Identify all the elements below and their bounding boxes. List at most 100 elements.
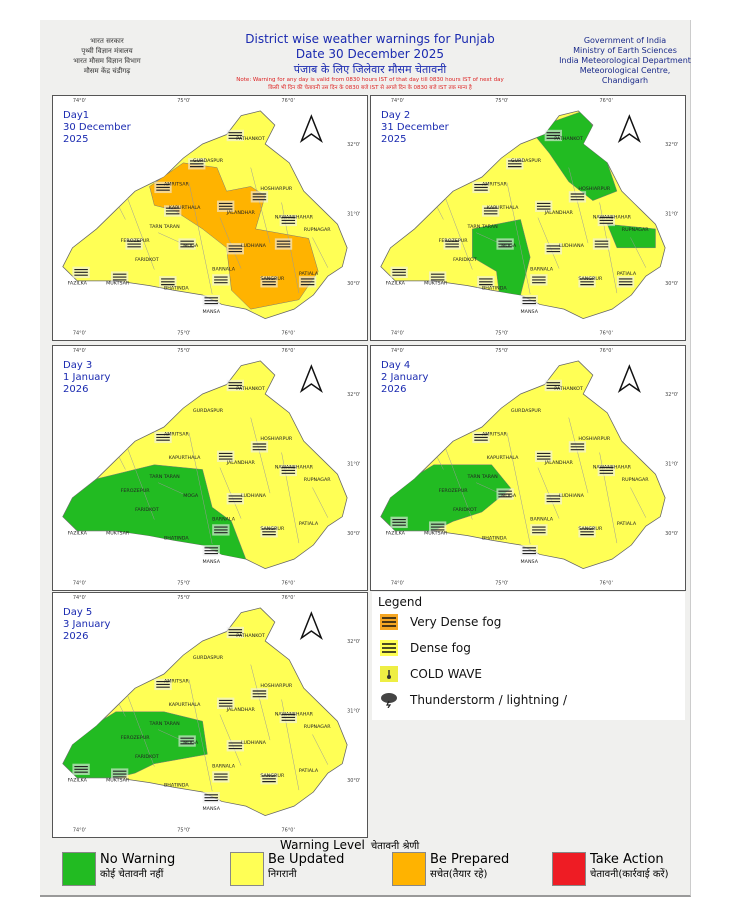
day-label-line: 2 January (381, 372, 429, 383)
lon-tick: 75°0' (495, 98, 508, 104)
dense-fog-icon (597, 464, 616, 477)
dense-fog-icon (163, 205, 182, 217)
dense-fog-icon (578, 276, 596, 288)
district-label: MANSA (203, 309, 221, 315)
legend-item: Thunderstorm / lightning / (380, 692, 567, 708)
district-label: FARIDKOT (453, 507, 477, 513)
district-label: FAZILKA (68, 281, 88, 287)
header-right-line: Ministry of Earth Sciences (573, 46, 677, 55)
warning-en: Take Action (590, 852, 664, 867)
district-label: FAZILKA (68, 778, 88, 784)
day-label-line: Day 3 (63, 360, 93, 371)
dense-fog-icon (568, 441, 587, 453)
warning-level-title: Warning Level चेतावनी श्रेणी (280, 838, 419, 852)
district-label: NAWANSHAHAR (275, 712, 314, 718)
day-label-line: 31 December (381, 122, 449, 133)
lat-tick: 31°0' (665, 212, 678, 218)
district-label: FAZILKA (386, 531, 406, 537)
legend-item: Very Dense fog (380, 614, 501, 630)
district-label: LUDHIANA (559, 243, 585, 249)
dense-fog-icon (544, 129, 562, 142)
dense-fog-icon (568, 191, 587, 203)
dense-fog-icon (217, 450, 235, 462)
warning-text: Be Prepared सचेत(तैयार रहे) (430, 852, 509, 886)
district-label: PATHANKOT (236, 136, 265, 142)
warning-text: No Warning कोई चेतावनी नहीं (100, 852, 175, 886)
warning-swatch (230, 852, 264, 886)
day-label-line: Day 2 (381, 110, 411, 121)
header-left-line: मौसम केंद्र चंडीगढ़ (83, 67, 131, 75)
dense-fog-icon (250, 191, 269, 203)
dense-fog-icon (496, 238, 514, 250)
district-label: RUPNAGAR (304, 477, 332, 483)
dense-fog-icon (443, 238, 461, 250)
district-label: BHATINDA (164, 285, 189, 291)
north-arrow-icon (299, 114, 323, 144)
district-label: PATIALA (299, 768, 319, 774)
district-label: PATIALA (299, 271, 319, 277)
lon-tick: 76°0' (282, 331, 295, 337)
district-label: NAWANSHAHAR (275, 465, 314, 471)
lon-tick: 74°0' (391, 348, 404, 354)
lat-tick: 32°0' (347, 142, 360, 148)
map-panel-day-5: PATHANKOT GURDASPUR AMRITSAR HOSHIARPUR KAPU… (52, 592, 368, 838)
district-label: AMRITSAR (164, 432, 190, 438)
district-label: RUPNAGAR (622, 477, 650, 483)
district-label: BARNALA (212, 764, 236, 770)
district-label: MOGA (183, 740, 199, 746)
title-text: District wise weather warnings for Punja… (245, 32, 495, 46)
dense-fog-icon (380, 640, 398, 656)
warning-region-no-warning (62, 711, 208, 779)
warning-region-no-warning (606, 223, 656, 249)
district-label: LUDHIANA (241, 243, 267, 249)
punjab-map: PATHANKOT GURDASPUR AMRITSAR HOSHIARPUR KAPU… (380, 98, 678, 337)
legend-title: Legend (378, 595, 423, 609)
district-label: JALANDHAR (226, 210, 256, 216)
warning-level-title-hi: चेतावनी श्रेणी (370, 841, 420, 852)
lon-tick: 75°0' (177, 331, 190, 337)
warning-level-title-en: Warning Level (280, 838, 365, 852)
legend-label: Very Dense fog (410, 615, 502, 629)
warning-hi: चेतावनी(कार्रवाई करें) (590, 869, 669, 880)
lon-tick: 76°0' (282, 98, 295, 104)
lat-tick: 30°0' (665, 531, 678, 537)
dense-fog-icon (544, 379, 562, 392)
lon-tick: 75°0' (177, 828, 190, 834)
day-label-line: Day1 (63, 110, 90, 121)
district-label: LUDHIANA (559, 493, 585, 499)
district-label: MOGA (183, 493, 199, 499)
dense-fog-icon (472, 431, 490, 444)
validity-note: Note: Warning for any day is valid from … (180, 76, 560, 92)
dense-fog-icon (592, 238, 611, 250)
district-label: HOSHIARPUR (578, 186, 611, 192)
legend-item: COLD WAVE (380, 666, 482, 682)
map-panel-day-3: PATHANKOT GURDASPUR AMRITSAR HOSHIARPUR KAPU… (52, 345, 368, 591)
district-label: FARIDKOT (135, 507, 159, 513)
lon-tick: 75°0' (495, 331, 508, 337)
dense-fog-icon (217, 697, 235, 709)
dense-fog-icon (188, 158, 206, 170)
district-label: BHATINDA (482, 285, 507, 291)
warning-swatch (392, 852, 426, 886)
dense-fog-icon (226, 493, 244, 505)
lon-tick: 74°0' (73, 98, 86, 104)
dense-fog-icon (212, 771, 230, 783)
dense-fog-icon (535, 200, 553, 212)
dense-fog-icon (477, 276, 495, 288)
lon-tick: 75°0' (177, 581, 190, 587)
lat-tick: 31°0' (347, 462, 360, 468)
title-hindi: पंजाब के लिए जिलेवार मौसम चेतावनी (293, 63, 447, 76)
district-label: FEROZEPUR (121, 735, 151, 741)
dense-fog-icon (226, 379, 244, 392)
lon-tick: 74°0' (391, 581, 404, 587)
district-label: SANGRUR (260, 276, 285, 282)
lon-tick: 76°0' (600, 98, 613, 104)
dense-fog-icon (212, 524, 230, 536)
district-label: HOSHIARPUR (260, 186, 293, 192)
district-label: MUKTSAR (106, 281, 130, 287)
header-left-line: पृथ्वी विज्ञान मंत्रालय (81, 47, 133, 55)
dense-fog-icon (212, 274, 230, 286)
district-label: MANSA (203, 806, 221, 812)
district-label: PATIALA (617, 271, 637, 277)
